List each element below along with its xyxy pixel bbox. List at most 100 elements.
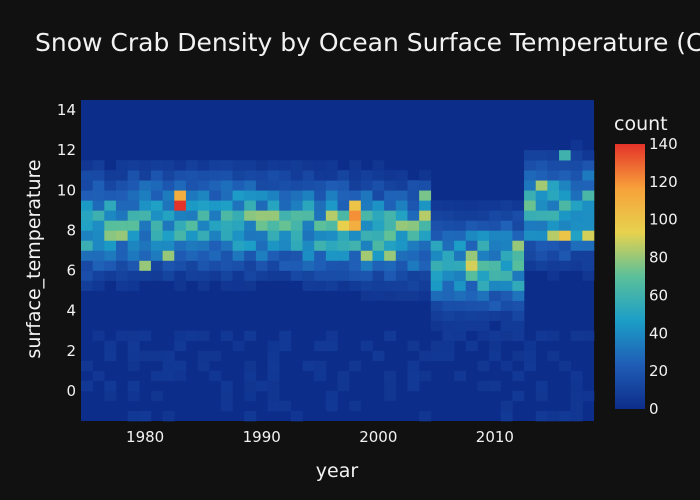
heatmap-cell: [419, 370, 432, 382]
heatmap-cell: [314, 190, 327, 201]
heatmap-cell: [81, 190, 93, 201]
heatmap-cell: [477, 240, 490, 251]
heatmap-cell: [279, 230, 292, 241]
colorbar-tick-label: 80: [649, 249, 668, 267]
heatmap-cell: [244, 260, 257, 271]
colorbar-tick-label: 120: [649, 173, 678, 191]
heatmap-cell: [255, 180, 268, 191]
heatmap-cell: [232, 230, 245, 241]
heatmap-cell: [419, 170, 432, 181]
heatmap-cell: [197, 220, 210, 231]
heatmap-cell: [244, 160, 257, 171]
heatmap-cell: [127, 220, 140, 231]
heatmap-cell: [559, 200, 571, 211]
heatmap-cell: [395, 230, 408, 241]
heatmap-cell: [162, 170, 175, 181]
y-tick-label: 10: [57, 181, 76, 199]
heatmap-cell: [104, 210, 117, 221]
heatmap-cell: [477, 330, 490, 342]
heatmap-cell: [430, 290, 443, 301]
heatmap-cell: [81, 170, 93, 181]
heatmap-cell: [524, 240, 537, 251]
heatmap-cell: [325, 200, 338, 211]
heatmap-cell: [500, 360, 513, 372]
heatmap-cell: [454, 300, 467, 311]
heatmap-cell: [104, 180, 117, 191]
heatmap-cell: [512, 390, 525, 402]
heatmap-cell: [197, 180, 210, 191]
chart-title: Snow Crab Density by Ocean Surface Tempe…: [35, 28, 700, 57]
heatmap-cell: [349, 280, 362, 291]
heatmap-cell: [81, 220, 93, 231]
heatmap-cell: [372, 170, 385, 181]
heatmap-cell: [244, 410, 257, 422]
heatmap-cell: [500, 260, 513, 271]
heatmap-cell: [127, 390, 140, 402]
heatmap-cell: [290, 180, 303, 191]
heatmap-cell: [150, 230, 163, 241]
heatmap-cell: [197, 280, 210, 291]
y-axis-ticks: 0 2 4 6 8 10 12 14: [57, 101, 76, 400]
heatmap-cell: [115, 280, 128, 291]
heatmap-cell: [500, 280, 513, 291]
heatmap-cell: [302, 210, 315, 221]
heatmap-cell: [337, 280, 350, 291]
heatmap-cell: [419, 250, 432, 261]
heatmap-cell: [185, 230, 198, 241]
heatmap-cell: [197, 270, 210, 281]
heatmap-cell: [442, 240, 455, 251]
heatmap-cell: [547, 240, 560, 251]
heatmap-cell: [162, 270, 175, 281]
heatmap-cell: [465, 340, 478, 352]
heatmap-cell: [489, 350, 502, 362]
heatmap-cell: [559, 260, 571, 271]
heatmap-cell: [104, 340, 117, 352]
heatmap-cell: [454, 240, 467, 251]
heatmap-cell: [162, 410, 175, 422]
heatmap-cell: [407, 260, 420, 271]
heatmap-cell: [162, 220, 175, 231]
heatmap-cell: [92, 170, 105, 181]
heatmap-cell: [314, 230, 327, 241]
heatmap-cell: [430, 230, 443, 241]
heatmap-cell: [174, 250, 187, 261]
heatmap-cell: [442, 300, 455, 311]
heatmap-cell: [582, 200, 595, 211]
heatmap-cell: [349, 240, 362, 251]
heatmap-cell: [209, 240, 222, 251]
heatmap-cell: [384, 170, 397, 181]
heatmap-cell: [325, 190, 338, 201]
heatmap-cell: [81, 280, 93, 291]
heatmap-cell: [419, 230, 432, 241]
heatmap-cell: [127, 180, 140, 191]
heatmap-cell: [267, 360, 280, 372]
heatmap-cell: [535, 150, 548, 161]
heatmap-cell: [244, 220, 257, 231]
heatmap-cell: [395, 210, 408, 221]
heatmap-cell: [314, 270, 327, 281]
heatmap-cell: [500, 330, 513, 342]
heatmap-cell: [127, 200, 140, 211]
heatmap-cell: [244, 380, 257, 392]
heatmap-cell: [430, 350, 443, 362]
heatmap-cell: [279, 400, 292, 412]
heatmap-cell: [209, 260, 222, 271]
heatmap-cell: [407, 380, 420, 392]
heatmap-cell: [290, 190, 303, 201]
heatmap-cell: [92, 280, 105, 291]
heatmap-cell: [535, 210, 548, 221]
heatmap-cell: [325, 210, 338, 221]
heatmap-cell: [302, 240, 315, 251]
heatmap-cell: [174, 240, 187, 251]
heatmap-cell: [512, 370, 525, 382]
heatmap-cell: [384, 220, 397, 231]
heatmap-cell: [244, 190, 257, 201]
heatmap-cell: [384, 380, 397, 392]
heatmap-cell: [570, 190, 583, 201]
heatmap-cell: [325, 280, 338, 291]
heatmap-cell: [524, 230, 537, 241]
heatmap-cell: [454, 290, 467, 301]
heatmap-cell: [477, 230, 490, 241]
heatmap-cell: [290, 210, 303, 221]
heatmap-cell: [220, 160, 233, 171]
